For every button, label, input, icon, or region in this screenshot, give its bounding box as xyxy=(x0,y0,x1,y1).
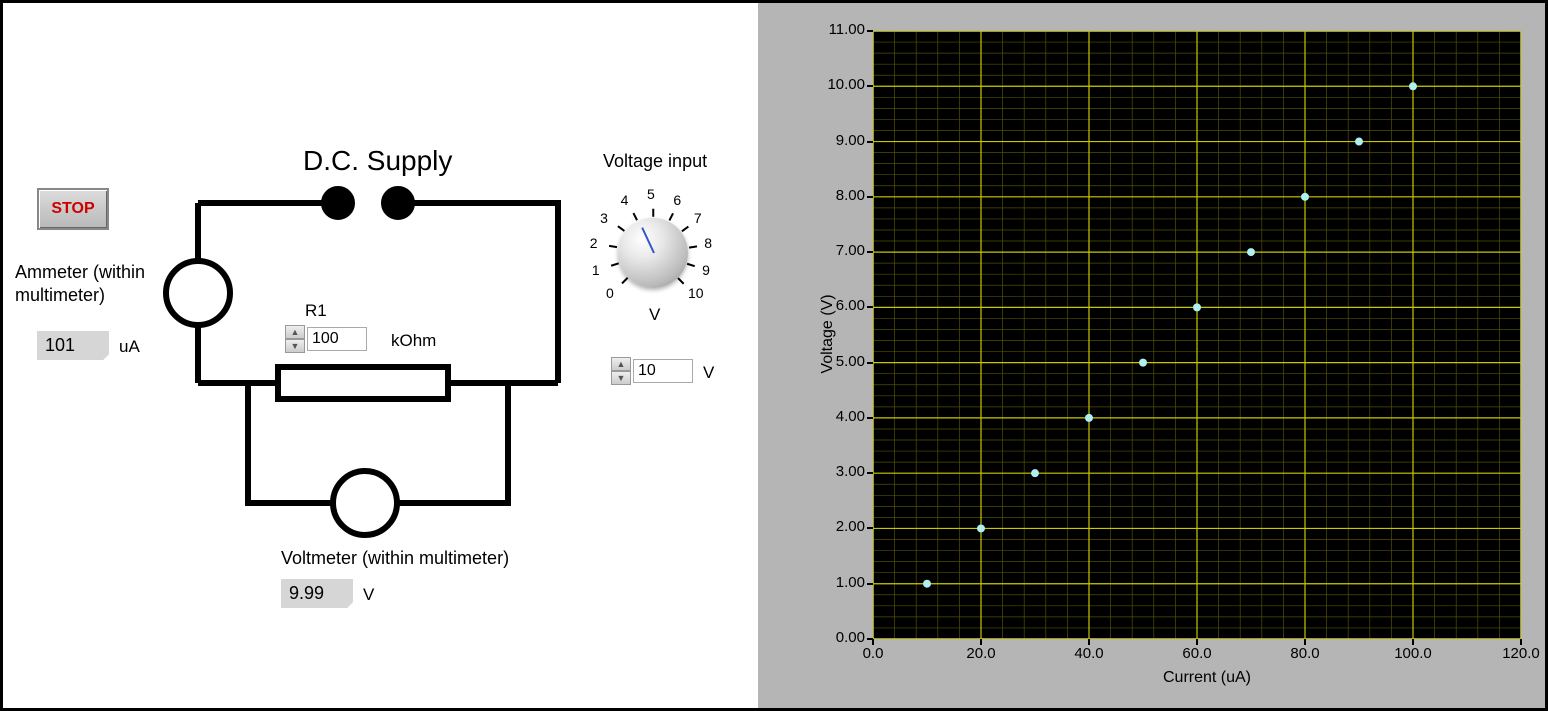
knob-tick-5: 5 xyxy=(647,186,655,202)
voltmeter-value: 9.99 xyxy=(289,583,324,603)
app-frame: D.C. Supply STOP Ammeter (within multime… xyxy=(0,0,1548,711)
knob-tick-4: 4 xyxy=(621,192,629,208)
voltage-spinner-arrows[interactable]: ▲ ▼ xyxy=(611,357,631,385)
chart-panel: 0.001.002.003.004.005.006.007.008.009.00… xyxy=(758,3,1545,708)
voltage-spinner[interactable]: ▲ ▼ xyxy=(611,357,693,385)
r1-label: R1 xyxy=(305,301,327,321)
circuit-panel: D.C. Supply STOP Ammeter (within multime… xyxy=(3,3,758,708)
ammeter-value: 101 xyxy=(45,335,75,355)
ammeter-unit: uA xyxy=(119,337,140,357)
r1-spinner[interactable]: ▲ ▼ xyxy=(285,325,367,353)
chart-wrap: 0.001.002.003.004.005.006.007.008.009.00… xyxy=(768,13,1535,698)
chart-x-label: Current (uA) xyxy=(1137,669,1277,687)
r1-spinner-arrows[interactable]: ▲ ▼ xyxy=(285,325,305,353)
knob-tick-6: 6 xyxy=(673,192,681,208)
ammeter-label: Ammeter (within multimeter) xyxy=(15,261,175,306)
knob-tick-3: 3 xyxy=(600,210,608,226)
voltage-knob-unit: V xyxy=(649,305,660,325)
voltage-arrow-up[interactable]: ▲ xyxy=(611,357,631,371)
knob-tick-10: 10 xyxy=(688,285,704,301)
knob-tick-1: 1 xyxy=(592,262,600,278)
chart-points xyxy=(873,31,1521,639)
voltage-arrow-down[interactable]: ▼ xyxy=(611,371,631,385)
knob-tick-7: 7 xyxy=(694,210,702,226)
knob-tick-0: 0 xyxy=(606,285,614,301)
stop-button-label: STOP xyxy=(51,200,94,217)
voltage-knob-pointer xyxy=(641,227,655,253)
r1-arrow-down[interactable]: ▼ xyxy=(285,339,305,353)
voltmeter-label: Voltmeter (within multimeter) xyxy=(281,548,509,569)
knob-tick-8: 8 xyxy=(704,235,712,251)
r1-arrow-up[interactable]: ▲ xyxy=(285,325,305,339)
knob-tick-9: 9 xyxy=(702,262,710,278)
stop-button[interactable]: STOP xyxy=(37,188,109,230)
ammeter-display: 101 xyxy=(37,331,109,360)
voltage-numeric-unit: V xyxy=(703,363,714,383)
voltage-knob-container: 01 234 5 678 9 10 xyxy=(583,183,723,323)
voltmeter-display: 9.99 xyxy=(281,579,353,608)
r1-unit: kOhm xyxy=(391,331,436,351)
voltmeter-unit: V xyxy=(363,585,374,605)
chart-y-label: Voltage (V) xyxy=(819,284,837,384)
voltage-input-field[interactable] xyxy=(633,359,693,383)
r1-input[interactable] xyxy=(307,327,367,351)
knob-tick-2: 2 xyxy=(590,235,598,251)
voltage-input-label: Voltage input xyxy=(603,151,707,172)
